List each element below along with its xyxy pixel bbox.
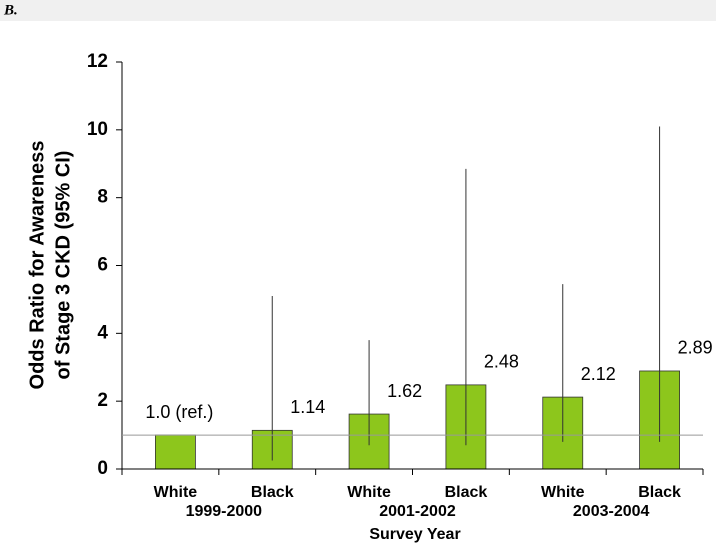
x-tick-label: White [347,484,391,501]
group-label: 1999-2000 [186,503,263,520]
group-label: 2003-2004 [573,503,650,520]
y-tick-label: 4 [97,322,108,343]
value-label: 2.48 [484,352,519,372]
value-label: 1.14 [290,397,325,417]
y-tick-label: 0 [97,458,108,479]
x-tick-label: Black [638,484,681,501]
group-label: 2001-2002 [379,503,456,520]
x-tick-label: Black [251,484,294,501]
y-axis-label: of Stage 3 CKD (95% CI) [52,151,74,380]
x-tick-label: White [154,484,198,501]
value-label: 1.62 [387,381,422,401]
x-axis-label: Survey Year [369,526,460,543]
x-tick-label: White [541,484,585,501]
x-tick-label: Black [445,484,488,501]
value-label: 2.12 [581,364,616,384]
y-tick-label: 10 [87,119,108,140]
value-label: 1.0 (ref.) [145,402,213,422]
value-label: 2.89 [678,338,713,358]
bar [155,434,196,470]
panel-label: B. [3,2,18,18]
y-tick-label: 6 [97,255,108,276]
y-tick-label: 2 [97,390,108,411]
y-axis-label: Odds Ratio for Awareness [26,141,48,390]
y-tick-label: 8 [97,187,108,208]
y-tick-label: 12 [87,51,108,72]
header-band [0,0,716,21]
